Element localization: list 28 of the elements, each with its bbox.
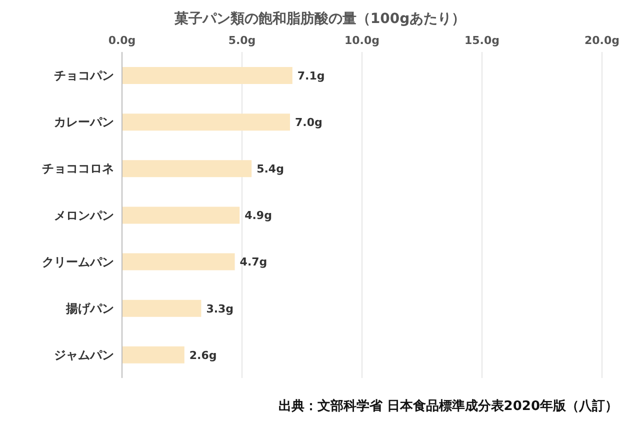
bar <box>122 300 202 317</box>
x-tick-label: 5.0g <box>228 34 256 47</box>
chart-title: 菓子パン類の飽和脂肪酸の量（100gあたり） <box>173 10 467 28</box>
data-label: 4.7g <box>240 256 268 269</box>
x-tick-label: 20.0g <box>584 34 620 47</box>
y-tick-label: カレーパン <box>54 115 114 130</box>
bar <box>122 253 235 270</box>
y-tick-label: チョココロネ <box>42 162 114 176</box>
bar <box>122 206 240 224</box>
y-tick-label: ジャムパン <box>54 348 114 362</box>
x-tick-label: 15.0g <box>464 34 500 47</box>
bar <box>122 67 292 84</box>
y-tick-label: メロンパン <box>54 208 114 222</box>
bar <box>122 160 252 178</box>
data-label: 7.0g <box>295 116 322 129</box>
y-tick-label: チョコパン <box>54 68 114 83</box>
y-tick-label: 揚げパン <box>65 301 114 316</box>
x-tick-label: 0.0g <box>108 34 136 47</box>
x-tick-label: 10.0g <box>344 34 380 47</box>
bar <box>122 114 290 131</box>
bar <box>122 346 184 364</box>
data-label: 5.4g <box>256 162 284 176</box>
data-label: 4.9g <box>244 209 272 222</box>
data-label: 3.3g <box>206 302 234 316</box>
source-note: 出典：文部科学省 日本食品標準成分表2020年版（八訂） <box>278 398 618 415</box>
data-label: 7.1g <box>297 69 325 82</box>
data-label: 2.6g <box>189 348 217 362</box>
y-tick-label: クリームパン <box>42 254 114 269</box>
